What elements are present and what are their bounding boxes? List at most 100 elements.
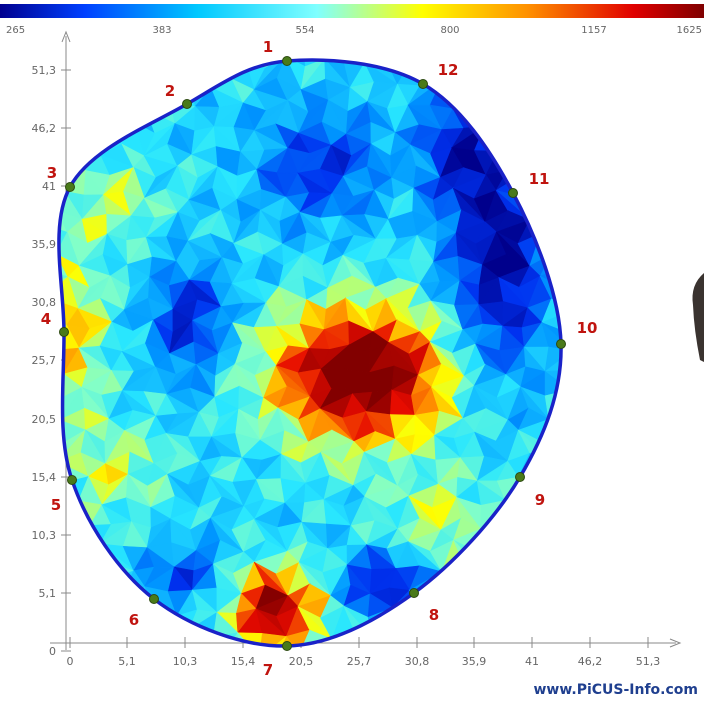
sensor-dot[interactable] <box>508 188 518 198</box>
sensor-point[interactable]: 9 <box>515 472 546 510</box>
tomogram-cell <box>520 64 553 90</box>
tomogram-cell <box>392 606 414 640</box>
tomogram-cell <box>34 432 57 463</box>
tomogram-cell <box>595 586 618 617</box>
tomogram-cell <box>585 353 618 373</box>
tomogram-cell <box>573 237 593 265</box>
tomogram-cell <box>543 628 562 647</box>
sensor-point[interactable]: 8 <box>409 588 440 625</box>
tomogram-cell <box>476 101 502 127</box>
tomogram-cell <box>539 60 562 67</box>
color-scale-label: 554 <box>295 25 314 36</box>
tomogram-cell <box>596 520 617 547</box>
tomogram-cell <box>585 368 617 394</box>
tomogram-cell <box>436 651 456 684</box>
tomogram-cell <box>546 571 562 596</box>
x-axis-arrow <box>669 638 682 648</box>
tomogram-cell <box>474 583 500 616</box>
tomogram-cell <box>148 60 169 62</box>
tomogram-cell <box>588 417 615 441</box>
tomogram-cell <box>574 298 596 320</box>
sensor-dot[interactable] <box>282 56 292 66</box>
tomogram-cell <box>564 122 595 156</box>
tomogram-cell <box>500 77 526 112</box>
sensor-point[interactable]: 2 <box>165 82 192 109</box>
sensor-point[interactable]: 4 <box>41 310 69 337</box>
sensor-point[interactable]: 10 <box>556 319 598 349</box>
sensor-dot[interactable] <box>65 182 75 192</box>
sensor-point[interactable]: 11 <box>508 170 550 198</box>
tomogram-cell <box>170 60 199 85</box>
tomogram-cell <box>100 60 130 66</box>
tomogram-cell <box>584 62 607 86</box>
tomogram-cell <box>497 573 524 597</box>
tomogram-cell <box>376 650 397 682</box>
sensor-dot[interactable] <box>515 472 525 482</box>
tomogram-cell <box>551 60 562 66</box>
sensor-point[interactable]: 3 <box>47 164 75 192</box>
tomogram-cell <box>596 544 617 569</box>
tomogram-fill <box>34 60 618 684</box>
tomogram-cell <box>58 540 66 575</box>
tomogram-cell <box>540 79 562 113</box>
sensor-label: 4 <box>41 310 51 328</box>
sensor-dot[interactable] <box>418 79 428 89</box>
tomogram-cell <box>562 62 595 86</box>
tomogram-cell <box>588 213 609 236</box>
sensor-dot[interactable] <box>59 327 69 337</box>
tomogram-cell <box>501 540 524 574</box>
sensor-dot[interactable] <box>556 339 566 349</box>
sensor-point[interactable]: 5 <box>51 475 77 515</box>
sensor-point[interactable]: 7 <box>263 641 292 680</box>
tomogram-cell <box>523 542 551 574</box>
tomogram-cell <box>590 197 610 217</box>
x-tick-label: 5,1 <box>118 655 136 668</box>
sensor-dot[interactable] <box>409 588 419 598</box>
sensor-point[interactable]: 12 <box>418 61 459 89</box>
y-tick-label: 41 <box>42 180 56 193</box>
tomogram-cell <box>519 616 545 639</box>
y-tick-label: 20,5 <box>32 413 57 426</box>
tomogram-cell <box>522 542 552 575</box>
sensor-dot[interactable] <box>149 594 159 604</box>
tomogram-cell <box>543 605 562 630</box>
x-tick-label: 46,2 <box>578 655 603 668</box>
sensor-label: 5 <box>51 496 61 514</box>
tomogram-cell <box>83 652 108 676</box>
tomogram-cell <box>523 99 551 124</box>
tomogram-cell <box>586 607 607 629</box>
tomogram-cell <box>564 101 596 123</box>
y-tick-label: 35,9 <box>32 238 57 251</box>
tomogram-cell <box>501 539 527 575</box>
tomogram-cell <box>477 60 505 68</box>
sensor-dot[interactable] <box>182 99 192 109</box>
tomogram-cell <box>38 78 58 111</box>
tomogram-cell <box>59 583 87 618</box>
y-tick-label: 10,3 <box>32 529 57 542</box>
sensor-point[interactable]: 1 <box>263 38 292 66</box>
tomogram-cell <box>563 547 596 572</box>
tomogram-cell <box>131 80 153 111</box>
tomogram-cell <box>190 60 212 89</box>
tomogram-cell <box>541 429 562 465</box>
tomogram-cell <box>99 100 135 123</box>
sensor-label: 6 <box>129 611 139 629</box>
tomogram-cell <box>498 584 528 618</box>
tomogram-cell <box>595 568 618 593</box>
tomogram-cell <box>562 523 596 548</box>
tomogram-cell <box>59 583 87 618</box>
x-tick-label: 25,7 <box>347 655 372 668</box>
sensor-point[interactable]: 6 <box>129 594 159 630</box>
y-tick-label: 46,2 <box>32 122 57 135</box>
tomogram-cell <box>343 60 366 64</box>
tomogram-cell <box>543 111 562 135</box>
tomogram-cell <box>585 277 616 310</box>
tomogram-cell <box>540 233 562 266</box>
tomogram-cell <box>595 144 618 166</box>
tomogram-cell <box>539 463 562 485</box>
sensor-dot[interactable] <box>282 641 292 651</box>
tomogram-cell <box>58 60 69 69</box>
tomogram-cell <box>542 191 562 218</box>
sensor-dot[interactable] <box>67 475 77 485</box>
tomogram-cell <box>518 60 552 66</box>
